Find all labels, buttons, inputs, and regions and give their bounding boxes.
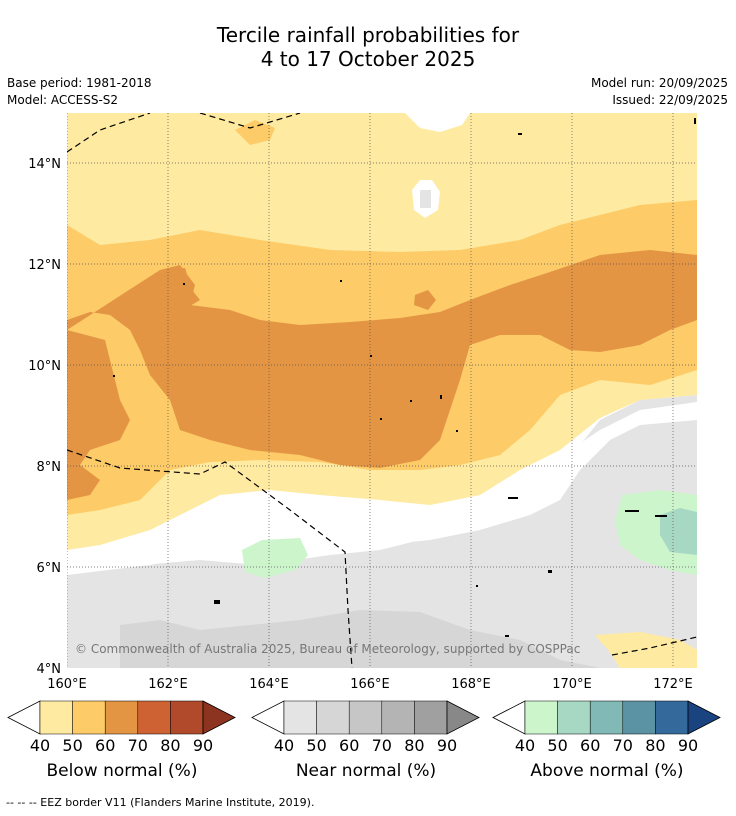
base-period: Base period: 1981-2018 — [7, 76, 152, 90]
colorbar-tick-label: 90 — [678, 736, 698, 755]
colorbar-tick-label: 80 — [645, 736, 665, 755]
islands — [113, 118, 696, 637]
colorbar-cell — [137, 700, 171, 735]
lon-tick: 164°E — [249, 677, 289, 692]
above-normal-region-50 — [660, 508, 697, 555]
lon-tick: 168°E — [451, 677, 491, 692]
near-normal-speck — [420, 190, 431, 208]
colorbar-cell — [524, 700, 558, 735]
colorbar-cell — [589, 700, 624, 735]
lon-axis: 160°E 162°E 164°E 166°E 168°E 170°E 172°… — [47, 677, 693, 692]
colorbar-tick-label: 50 — [306, 736, 326, 755]
lon-tick: 160°E — [47, 677, 87, 692]
near-normal-colorbar: 40 50 60 70 80 90 — [251, 700, 480, 755]
lon-tick: 172°E — [653, 677, 693, 692]
colorbar-tick-label: 40 — [274, 736, 294, 755]
colorbar-tick-label: 90 — [193, 736, 213, 755]
near-normal-region-50 — [120, 610, 600, 668]
colorbar-min-extend — [7, 700, 41, 735]
white-gap-region — [67, 402, 697, 575]
lon-tick: 170°E — [552, 677, 592, 692]
above-normal-colorbar: 40 50 60 70 80 90 — [492, 700, 721, 755]
colorbar-tick-label: 80 — [160, 736, 180, 755]
lat-axis: 14°N 12°N 10°N 8°N 6°N 4°N — [28, 157, 61, 677]
colorbar-tick-label: 50 — [547, 736, 567, 755]
eez-border — [67, 113, 697, 668]
colorbar-tick-label: 40 — [30, 736, 50, 755]
below-normal-patch-60c — [414, 290, 436, 310]
colorbar-cell — [104, 700, 139, 735]
below-normal-patch-top — [235, 120, 275, 145]
colorbars: 40 50 60 70 80 90 40 50 60 70 80 90 40 50 60 70 80 90 — [7, 700, 721, 755]
colorbar-cell — [72, 700, 106, 735]
below-normal-patch-60b — [152, 268, 200, 315]
near-normal-region-40 — [67, 395, 697, 668]
colorbar-cell — [348, 700, 383, 735]
lat-tick: 6°N — [37, 561, 62, 576]
colorbar-cell — [39, 700, 73, 735]
below-normal-patch-bottom — [595, 632, 697, 668]
lon-tick: 162°E — [148, 677, 188, 692]
colorbar-cell — [655, 700, 689, 735]
colorbar-tick-label: 90 — [437, 736, 457, 755]
below-normal-colorbar: 40 50 60 70 80 90 — [7, 700, 236, 755]
lat-tick: 14°N — [28, 157, 61, 172]
colorbar-max-extend — [446, 700, 480, 735]
title-line-2: 4 to 17 October 2025 — [260, 47, 476, 71]
below-normal-label: Below normal (%) — [46, 761, 198, 781]
gridlines — [67, 113, 697, 668]
model-label: Model: ACCESS-S2 — [7, 93, 119, 107]
colorbar-tick-label: 60 — [95, 736, 115, 755]
lat-tick: 12°N — [28, 258, 61, 273]
lat-tick: 8°N — [37, 460, 62, 475]
lat-tick: 10°N — [28, 359, 61, 374]
colorbar-cell — [283, 700, 317, 735]
colorbar-max-extend — [202, 700, 236, 735]
colorbar-max-extend — [687, 700, 721, 735]
above-normal-label: Above normal (%) — [530, 761, 684, 781]
below-normal-region-60 — [67, 250, 697, 500]
colorbar-cell — [414, 700, 448, 735]
colorbar-tick-label: 70 — [128, 736, 148, 755]
colorbar-cell — [622, 700, 656, 735]
colorbar-cell — [381, 700, 415, 735]
colorbar-min-extend — [492, 700, 526, 735]
colorbar-cell — [170, 700, 204, 735]
eez-footer-note: -- -- -- EEZ border V11 (Flanders Marine… — [6, 796, 315, 809]
above-normal-region-40a — [242, 538, 308, 578]
issued-date: Issued: 22/09/2025 — [612, 93, 728, 107]
colorbar-tick-label: 70 — [372, 736, 392, 755]
colorbar-tick-label: 80 — [404, 736, 424, 755]
colorbar-cell — [316, 700, 350, 735]
title-line-1: Tercile rainfall probabilities for — [216, 23, 520, 47]
model-run: Model run: 20/09/2025 — [590, 76, 728, 90]
colorbar-tick-label: 60 — [339, 736, 359, 755]
near-normal-label: Near normal (%) — [295, 761, 437, 781]
colorbar-cell — [557, 700, 591, 735]
colorbar-tick-label: 70 — [613, 736, 633, 755]
lat-tick: 4°N — [37, 662, 62, 677]
copyright-text: © Commonwealth of Australia 2025, Bureau… — [75, 642, 580, 656]
colorbar-tick-label: 40 — [515, 736, 535, 755]
colorbar-tick-label: 60 — [580, 736, 600, 755]
lon-tick: 166°E — [350, 677, 390, 692]
colorbar-tick-label: 50 — [62, 736, 82, 755]
white-notch-top — [405, 113, 470, 132]
colorbar-min-extend — [251, 700, 285, 735]
